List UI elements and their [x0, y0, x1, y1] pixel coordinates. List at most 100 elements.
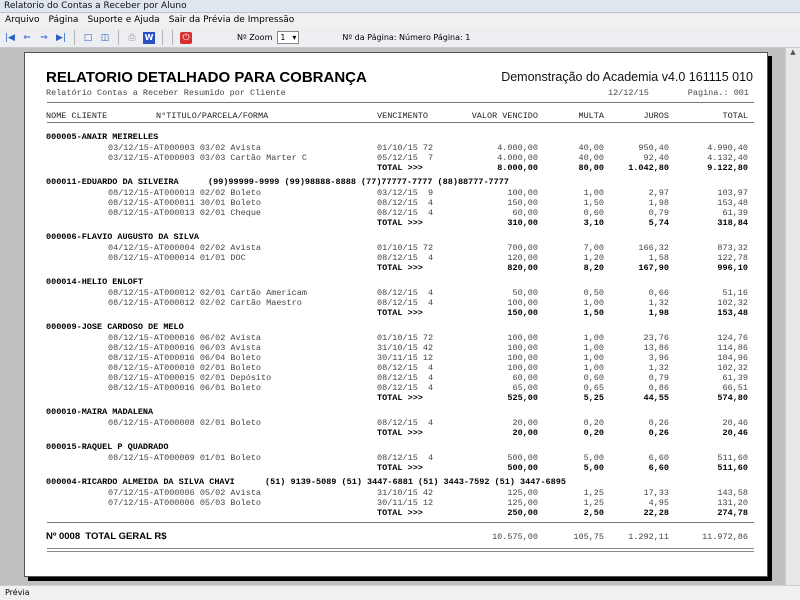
zoom-select[interactable]: 1 ▾	[277, 31, 300, 44]
client-name: 000014-HELIO ENLOFT	[46, 277, 143, 287]
menu-pagina[interactable]: Página	[48, 15, 79, 25]
parcel-description: 08/12/15-AT000016 06/02 Avista	[108, 333, 262, 343]
client-name: 000004-RICARDO ALMEIDA DA SILVA CHAVI	[46, 477, 235, 487]
valor-vencido: 20,00	[512, 418, 538, 428]
report-page: RELATORIO DETALHADO PARA COBRANÇA Relató…	[24, 52, 768, 577]
prev-page-icon[interactable]: ⇐	[23, 32, 31, 43]
client-phones: (99)99999-9999 (99)98888-8888 (77)77777-…	[208, 177, 509, 187]
total: 4.990,40	[707, 143, 748, 153]
juros: 92,40	[643, 153, 669, 163]
grand-total-label: Nº 0008 TOTAL GERAL R$	[46, 531, 167, 542]
juros: 1,32	[648, 298, 669, 308]
grand-total-valor: 10.575,00	[492, 532, 538, 542]
subtotal-valor: 20,00	[512, 428, 538, 438]
subtotal-multa: 3,10	[583, 218, 604, 228]
scroll-up-icon[interactable]: ▲	[790, 48, 796, 56]
subtotal-valor: 820,00	[507, 263, 538, 273]
total: 873,32	[717, 243, 748, 253]
valor-vencido: 100,00	[507, 353, 538, 363]
divider	[172, 30, 173, 45]
parcel-description: 07/12/15-AT000006 05/03 Boleto	[108, 498, 262, 508]
subtotal-valor: 8.000,00	[497, 163, 538, 173]
due-date: 08/12/15 4	[377, 253, 434, 263]
total: 20,46	[722, 418, 748, 428]
multa: 40,00	[578, 153, 604, 163]
multa: 7,00	[583, 243, 604, 253]
parcel-description: 08/12/15-AT000016 06/01 Boleto	[108, 383, 262, 393]
due-date: 03/12/15 9	[377, 188, 434, 198]
client-name: 000015-RAQUEL P QUADRADO	[46, 442, 169, 452]
juros: 6,60	[648, 453, 669, 463]
parcel-description: 08/12/15-AT000016 06/04 Boleto	[108, 353, 262, 363]
total: 131,20	[717, 498, 748, 508]
subtotal-multa: 5,25	[583, 393, 604, 403]
subtotal-total: 318,84	[717, 218, 748, 228]
parcel-description: 08/12/15-AT000010 02/01 Boleto	[108, 363, 262, 373]
grand-total-multa: 105,75	[573, 532, 604, 542]
valor-vencido: 60,00	[512, 373, 538, 383]
multa: 1,25	[583, 488, 604, 498]
grand-total-total: 11.972,86	[702, 532, 748, 542]
divider	[162, 30, 163, 45]
due-date: 08/12/15 4	[377, 198, 434, 208]
parcel-description: 08/12/15-AT000013 02/01 Cheque	[108, 208, 262, 218]
next-page-icon[interactable]: ⇒	[40, 32, 48, 43]
valor-vencido: 500,00	[507, 453, 538, 463]
valor-vencido: 120,00	[507, 253, 538, 263]
subtotal-total: 153,48	[717, 308, 748, 318]
col-multa: MULTA	[578, 111, 604, 121]
divider	[47, 548, 754, 549]
subtotal-juros: 44,55	[643, 393, 669, 403]
menu-suporte[interactable]: Suporte e Ajuda	[87, 15, 160, 25]
grand-total-juros: 1.292,11	[628, 532, 669, 542]
power-close-icon[interactable]: ⏻	[180, 31, 192, 44]
valor-vencido: 150,00	[507, 198, 538, 208]
parcel-description: 03/12/15-AT000003 03/03 Cartão Marter C	[108, 153, 307, 163]
zoom-value: 1	[280, 33, 286, 42]
valor-vencido: 700,00	[507, 243, 538, 253]
parcel-description: 04/12/15-AT000004 02/02 Avista	[108, 243, 262, 253]
multa: 1,50	[583, 198, 604, 208]
subtotal-juros: 1,98	[648, 308, 669, 318]
client-name: 000006-FLAVIO AUGUSTO DA SILVA	[46, 232, 200, 242]
subtotal-valor: 250,00	[507, 508, 538, 518]
two-pages-icon[interactable]: ◫	[100, 32, 110, 43]
juros: 1,98	[648, 198, 669, 208]
multa: 1,00	[583, 188, 604, 198]
client-name: 000010-MAIRA MADALENA	[46, 407, 154, 417]
valor-vencido: 4.000,00	[497, 143, 538, 153]
last-page-icon[interactable]: ▶|	[56, 32, 66, 43]
multa: 0,20	[583, 418, 604, 428]
juros: 0,66	[648, 288, 669, 298]
toolbar: |◀ ⇐ ⇒ ▶| □ ◫ ⎙ W ⏻ Nº Zoom 1 ▾ Nº da Pág…	[0, 28, 800, 48]
menu-sair-previa[interactable]: Sair da Prévia de Impressão	[168, 15, 295, 25]
window-title: Relatorio do Contas a Receber por Aluno	[0, 0, 800, 13]
page-indicator: Pagina.: 001	[687, 88, 749, 98]
chevron-down-icon: ▾	[292, 33, 297, 42]
subtotal-total: 574,80	[717, 393, 748, 403]
parcel-description: 08/12/15-AT000012 02/01 Cartão Americam	[108, 288, 307, 298]
total: 153,48	[717, 198, 748, 208]
juros: 17,33	[643, 488, 669, 498]
total: 66,51	[722, 383, 748, 393]
due-date: 05/12/15 7	[377, 153, 434, 163]
due-date: 08/12/15 4	[377, 298, 434, 308]
subtotal-juros: 22,28	[643, 508, 669, 518]
vertical-scrollbar[interactable]: ▲	[785, 48, 800, 585]
client-name: 000009-JOSE CARDOSO DE MELO	[46, 322, 184, 332]
report-date: 12/12/15	[608, 88, 649, 98]
subtotal-juros: 6,60	[648, 463, 669, 473]
client-name: 000005-ANAIR MEIRELLES	[46, 132, 159, 142]
parcel-description: 07/12/15-AT000006 05/02 Avista	[108, 488, 262, 498]
print-icon[interactable]: ⎙	[128, 32, 136, 43]
valor-vencido: 100,00	[507, 333, 538, 343]
valor-vencido: 100,00	[507, 298, 538, 308]
single-page-icon[interactable]: □	[83, 32, 93, 43]
menu-arquivo[interactable]: Arquivo	[5, 15, 40, 25]
total: 103,97	[717, 188, 748, 198]
first-page-icon[interactable]: |◀	[5, 32, 15, 43]
due-date: 08/12/15 4	[377, 418, 434, 428]
menu-bar: Arquivo Página Suporte e Ajuda Sair da P…	[0, 13, 800, 28]
word-export-icon[interactable]: W	[143, 31, 155, 44]
divider	[74, 30, 75, 45]
